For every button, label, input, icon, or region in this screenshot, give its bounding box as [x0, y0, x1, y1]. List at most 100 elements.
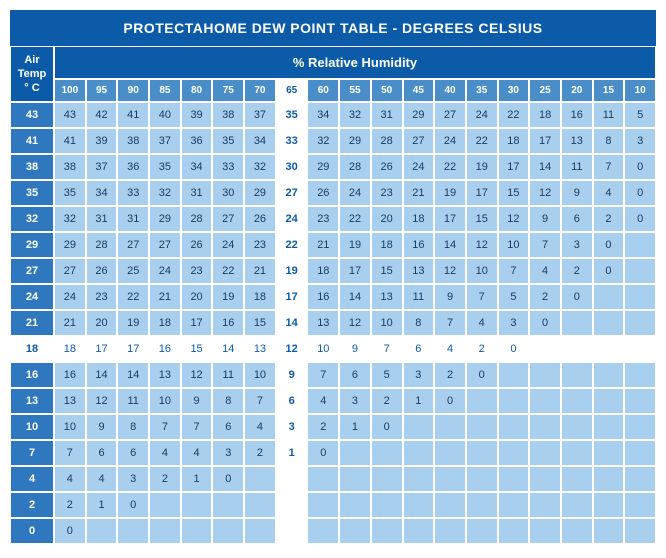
dew-point-cell	[371, 466, 403, 492]
dew-point-cell: 11	[212, 362, 244, 388]
dew-point-cell: 7	[498, 258, 530, 284]
dew-point-cell: 22	[434, 154, 466, 180]
dew-point-cell: 34	[307, 102, 339, 128]
dew-point-cell: 27	[54, 258, 86, 284]
air-temp-row-head: 21	[10, 310, 54, 336]
dew-point-cell: 2	[593, 206, 625, 232]
air-temp-row-head: 2	[10, 492, 54, 518]
dew-point-cell: 21	[149, 284, 181, 310]
dew-point-cell	[593, 440, 625, 466]
dew-point-cell	[561, 310, 593, 336]
dew-point-cell	[561, 440, 593, 466]
dew-point-cell	[593, 518, 625, 544]
dew-point-cell: 34	[244, 128, 276, 154]
dew-point-cell: 8	[212, 388, 244, 414]
dew-point-cell: 24	[339, 180, 371, 206]
dew-point-cell: 3	[561, 232, 593, 258]
dew-point-cell: 17	[86, 336, 118, 362]
dew-point-cell: 39	[86, 128, 118, 154]
dew-point-table: PROTECTAHOME DEW POINT TABLE - DEGREES C…	[10, 10, 656, 544]
dew-point-cell	[593, 284, 625, 310]
humidity-col-head: 75	[212, 79, 244, 102]
dew-point-cell: 4	[529, 258, 561, 284]
dew-point-cell: 17	[434, 206, 466, 232]
dew-point-cell: 18	[498, 128, 530, 154]
dew-point-cell: 9	[181, 388, 213, 414]
dew-point-cell: 37	[86, 154, 118, 180]
dew-point-cell: 27	[403, 128, 435, 154]
dew-point-cell: 9	[86, 414, 118, 440]
humidity-col-head: 35	[466, 79, 498, 102]
dew-point-cell	[498, 388, 530, 414]
dew-point-cell	[307, 492, 339, 518]
dew-point-cell: 0	[307, 440, 339, 466]
dew-point-cell: 6	[403, 336, 435, 362]
dew-point-cell: 20	[181, 284, 213, 310]
dew-point-cell	[371, 518, 403, 544]
dew-point-cell	[117, 518, 149, 544]
dew-point-cell: 19	[339, 232, 371, 258]
dew-point-cell	[529, 492, 561, 518]
dew-point-cell	[339, 466, 371, 492]
dew-point-cell: 4	[593, 180, 625, 206]
dew-point-cell: 12	[276, 336, 308, 362]
dew-point-cell: 21	[244, 258, 276, 284]
dew-point-cell: 7	[434, 310, 466, 336]
dew-point-cell: 26	[371, 154, 403, 180]
dew-point-cell: 1	[276, 440, 308, 466]
dew-point-cell: 1	[86, 492, 118, 518]
dew-point-cell: 17	[181, 310, 213, 336]
dew-point-cell: 20	[86, 310, 118, 336]
dew-point-cell: 4	[434, 336, 466, 362]
dew-point-cell	[307, 466, 339, 492]
dew-point-cell	[624, 466, 656, 492]
dew-point-cell: 4	[86, 466, 118, 492]
humidity-col-head: 30	[498, 79, 530, 102]
dew-point-cell: 20	[371, 206, 403, 232]
dew-point-cell: 35	[212, 128, 244, 154]
dew-point-cell	[371, 440, 403, 466]
dew-point-cell: 19	[117, 310, 149, 336]
dew-point-cell: 30	[212, 180, 244, 206]
dew-point-cell: 29	[403, 102, 435, 128]
dew-point-cell: 21	[403, 180, 435, 206]
dew-point-cell: 18	[371, 232, 403, 258]
dew-point-cell: 4	[466, 310, 498, 336]
dew-point-cell: 13	[561, 128, 593, 154]
dew-point-cell: 18	[244, 284, 276, 310]
dew-point-cell: 36	[117, 154, 149, 180]
dew-point-cell: 41	[117, 102, 149, 128]
dew-point-cell: 22	[466, 128, 498, 154]
dew-point-cell: 32	[54, 206, 86, 232]
humidity-col-head: 50	[371, 79, 403, 102]
dew-point-cell: 17	[117, 336, 149, 362]
dew-point-cell: 17	[339, 258, 371, 284]
dew-point-cell	[593, 466, 625, 492]
air-temp-row-head: 41	[10, 128, 54, 154]
table-grid: AirTemp° C% Relative Humidity10095908580…	[10, 46, 656, 544]
dew-point-cell	[466, 492, 498, 518]
dew-point-cell: 15	[466, 206, 498, 232]
dew-point-cell: 28	[181, 206, 213, 232]
dew-point-cell	[624, 284, 656, 310]
dew-point-cell	[593, 414, 625, 440]
air-temp-row-head: 29	[10, 232, 54, 258]
dew-point-cell: 28	[371, 128, 403, 154]
dew-point-cell: 10	[54, 414, 86, 440]
dew-point-cell: 0	[624, 180, 656, 206]
dew-point-cell: 27	[117, 232, 149, 258]
dew-point-cell: 6	[212, 414, 244, 440]
dew-point-cell: 27	[149, 232, 181, 258]
dew-point-cell: 12	[498, 206, 530, 232]
dew-point-cell: 3	[212, 440, 244, 466]
dew-point-cell: 36	[181, 128, 213, 154]
dew-point-cell: 2	[307, 414, 339, 440]
dew-point-cell: 24	[54, 284, 86, 310]
dew-point-cell: 17	[529, 128, 561, 154]
dew-point-cell: 1	[403, 388, 435, 414]
dew-point-cell: 14	[529, 154, 561, 180]
dew-point-cell	[593, 388, 625, 414]
dew-point-cell: 14	[434, 232, 466, 258]
dew-point-cell: 0	[529, 310, 561, 336]
dew-point-cell: 8	[403, 310, 435, 336]
